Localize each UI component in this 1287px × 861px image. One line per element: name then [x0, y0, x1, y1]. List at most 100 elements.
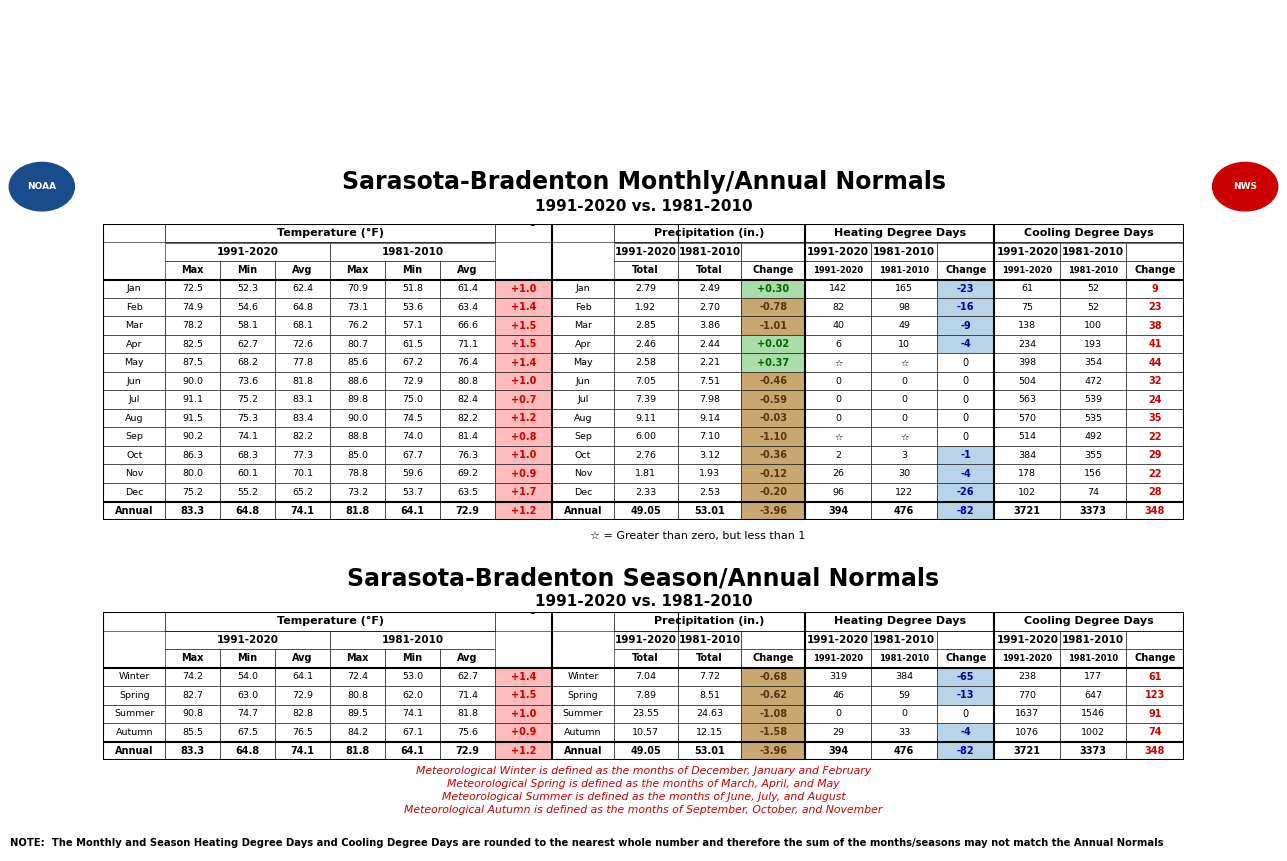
- Text: 0: 0: [835, 709, 842, 718]
- Text: 38: 38: [1148, 321, 1162, 331]
- Text: 0: 0: [963, 709, 969, 719]
- Text: 67.5: 67.5: [237, 728, 259, 737]
- Text: 122: 122: [896, 487, 914, 497]
- Bar: [275, 298, 329, 317]
- Text: 30: 30: [898, 469, 910, 478]
- Bar: [614, 261, 677, 280]
- Bar: [385, 409, 440, 428]
- Text: 82.7: 82.7: [181, 691, 203, 700]
- Bar: [275, 335, 329, 354]
- Text: 77.3: 77.3: [292, 451, 313, 460]
- Bar: [995, 280, 1060, 298]
- Bar: [937, 391, 995, 409]
- Bar: [275, 409, 329, 428]
- Bar: [1060, 446, 1126, 464]
- Text: 476: 476: [894, 746, 914, 756]
- Bar: [937, 686, 995, 704]
- Bar: [220, 686, 275, 704]
- Text: 54.6: 54.6: [237, 303, 259, 312]
- Text: 78.8: 78.8: [347, 469, 368, 478]
- Bar: [1126, 391, 1184, 409]
- Bar: [1060, 280, 1126, 298]
- Text: 22: 22: [1148, 468, 1162, 479]
- Text: +1.4: +1.4: [511, 672, 537, 682]
- Text: Winter: Winter: [568, 672, 598, 681]
- Text: Annual: Annual: [564, 505, 602, 516]
- Bar: [677, 741, 741, 760]
- Bar: [741, 391, 806, 409]
- Bar: [677, 704, 741, 723]
- Text: 0: 0: [901, 395, 907, 405]
- Bar: [220, 298, 275, 317]
- Bar: [677, 409, 741, 428]
- Bar: [995, 464, 1060, 483]
- Text: 68.3: 68.3: [237, 451, 259, 460]
- Bar: [220, 464, 275, 483]
- Text: Autumn: Autumn: [116, 728, 153, 737]
- Bar: [165, 741, 220, 760]
- Text: 1981-2010: 1981-2010: [873, 247, 936, 257]
- Bar: [741, 686, 806, 704]
- Bar: [937, 298, 995, 317]
- Text: Total: Total: [632, 653, 659, 663]
- Bar: [1060, 391, 1126, 409]
- Bar: [165, 372, 220, 391]
- Text: Month: Month: [565, 210, 601, 220]
- Text: Sep: Sep: [574, 432, 592, 441]
- Bar: [871, 372, 937, 391]
- Text: 1991-2020 vs. 1981-2010: 1991-2020 vs. 1981-2010: [534, 594, 753, 609]
- Text: ☆: ☆: [834, 358, 843, 368]
- Text: Season: Season: [564, 598, 602, 608]
- Bar: [677, 298, 741, 317]
- Text: Cooling Degree Days: Cooling Degree Days: [1024, 616, 1153, 626]
- Text: 238: 238: [1018, 672, 1036, 681]
- Text: +1.4: +1.4: [511, 302, 537, 313]
- Text: 1076: 1076: [1015, 728, 1040, 737]
- Bar: [165, 391, 220, 409]
- Text: 142: 142: [829, 284, 847, 294]
- Text: 81.4: 81.4: [457, 432, 477, 441]
- Text: 74.9: 74.9: [181, 303, 203, 312]
- Bar: [1060, 630, 1126, 649]
- Text: 472: 472: [1085, 377, 1103, 386]
- Text: 0: 0: [835, 414, 842, 423]
- Text: Mar: Mar: [574, 321, 592, 331]
- Text: 7.89: 7.89: [636, 691, 656, 700]
- Text: 68.2: 68.2: [237, 358, 259, 368]
- Text: Apr: Apr: [575, 340, 591, 349]
- Bar: [165, 261, 220, 280]
- Bar: [614, 243, 677, 261]
- Bar: [871, 354, 937, 372]
- Text: 78.2: 78.2: [181, 321, 203, 331]
- Bar: [220, 280, 275, 298]
- Bar: [995, 391, 1060, 409]
- Text: Jul: Jul: [578, 395, 588, 405]
- Text: 23.55: 23.55: [632, 709, 659, 718]
- Bar: [103, 354, 165, 372]
- Text: 102: 102: [1018, 487, 1036, 497]
- Bar: [871, 630, 937, 649]
- Text: Aug: Aug: [125, 414, 144, 423]
- Text: 74.0: 74.0: [402, 432, 423, 441]
- Bar: [1060, 317, 1126, 335]
- Bar: [741, 723, 806, 741]
- Bar: [220, 483, 275, 501]
- Bar: [937, 649, 995, 667]
- Bar: [495, 446, 552, 464]
- Text: 1991-2020: 1991-2020: [1003, 266, 1053, 275]
- Bar: [552, 428, 614, 446]
- Bar: [385, 483, 440, 501]
- Text: 74.2: 74.2: [181, 672, 203, 681]
- Bar: [871, 686, 937, 704]
- Bar: [385, 501, 440, 520]
- Text: 0: 0: [835, 395, 842, 405]
- Text: 0: 0: [901, 709, 907, 718]
- Text: 138: 138: [1018, 321, 1036, 331]
- Text: Spring: Spring: [568, 691, 598, 700]
- Bar: [220, 354, 275, 372]
- Text: 52.3: 52.3: [237, 284, 259, 294]
- Bar: [103, 187, 165, 243]
- Text: 770: 770: [1018, 691, 1036, 700]
- Bar: [1126, 428, 1184, 446]
- Text: -1.10: -1.10: [759, 431, 788, 442]
